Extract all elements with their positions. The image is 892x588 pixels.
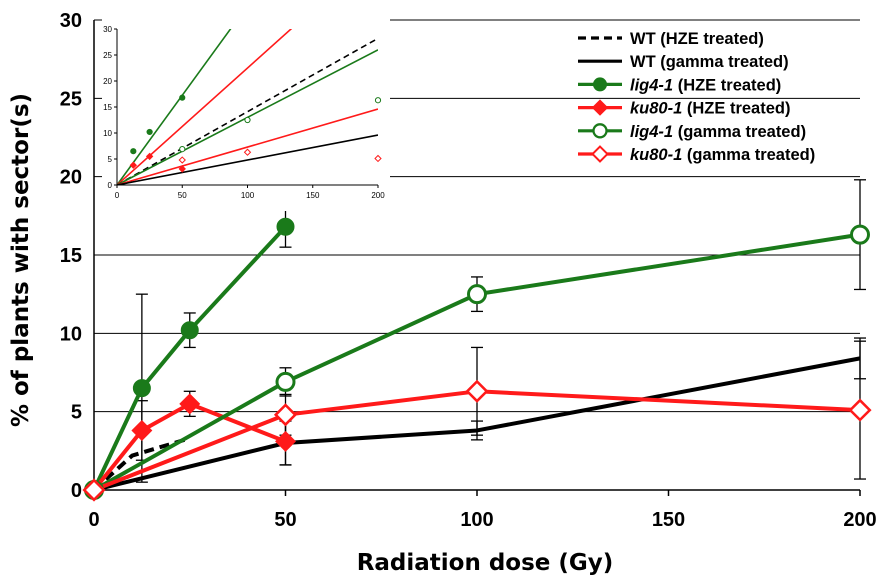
series-line-3 <box>92 401 287 492</box>
inset-y-tick-label: 5 <box>108 155 113 164</box>
series-markers <box>82 217 872 502</box>
legend-label-5: ku80-1 (gamma treated) <box>630 146 815 164</box>
y-tick-label: 20 <box>60 167 82 189</box>
inset-y-tick-label: 20 <box>103 77 112 86</box>
inset-point-3-0 <box>178 156 186 164</box>
legend-label-4: lig4-1 (gamma treated) <box>630 123 806 141</box>
error-bars <box>135 179 866 483</box>
legend-label-1: WT (gamma treated) <box>630 53 789 71</box>
inset-y-tick-label: 0 <box>108 181 113 190</box>
axes <box>93 20 861 496</box>
legend-label-2: lig4-1 (HZE treated) <box>630 76 781 94</box>
inset-chart: 0 5 10 15 20 25 30 0 50 100 150 200 <box>102 15 390 211</box>
inset-point-1-1 <box>145 152 154 161</box>
legend-marker-2 <box>593 77 607 92</box>
data-point-s5-0 <box>82 478 106 502</box>
legend-marker-5 <box>591 145 609 163</box>
data-point-s4-2 <box>467 284 487 305</box>
inset-point-1-0 <box>129 161 138 169</box>
series-lines <box>92 225 861 492</box>
data-point-s2-1 <box>132 379 151 398</box>
series-line-1 <box>93 356 861 492</box>
data-point-s3-3 <box>275 430 296 452</box>
inset-background <box>102 15 390 211</box>
data-point-s5-2 <box>465 379 489 403</box>
x-tick-label: 50 <box>274 509 296 531</box>
inset-fit-line-0 <box>117 29 232 185</box>
inset-x-tick-label: 0 <box>115 191 120 200</box>
inset-point-0-1 <box>146 128 153 136</box>
inset-point-3-1 <box>243 148 252 156</box>
y-tick-label: 0 <box>71 480 82 502</box>
inset-y-tick-label: 15 <box>103 103 112 112</box>
y-tick-label: 15 <box>60 245 82 267</box>
inset-x-tick-label: 100 <box>241 191 255 200</box>
x-tick-label: 0 <box>88 509 99 531</box>
inset-point-2-1 <box>244 116 251 124</box>
series-line-0 <box>92 436 191 492</box>
x-tick-labels: 0 50 100 150 200 <box>88 509 876 531</box>
inset-x-tick-label: 50 <box>178 191 187 200</box>
data-point-s4-1 <box>275 371 296 392</box>
y-axis-title: % of plants with sector(s) <box>8 93 34 427</box>
inset-point-1-2 <box>178 165 186 173</box>
legend-marker-3 <box>591 99 609 116</box>
data-point-s2-2 <box>180 321 199 340</box>
legend-label-3: ku80-1 (HZE treated) <box>630 100 790 118</box>
inset-point-2-2 <box>374 97 382 104</box>
inset-y-tick-label: 25 <box>103 51 112 60</box>
series-line-4 <box>93 232 861 492</box>
legend-label-0: WT (HZE treated) <box>630 30 764 48</box>
series-line-5 <box>93 389 861 492</box>
data-point-s3-2 <box>179 393 201 415</box>
inset-fit-line-4 <box>117 108 378 185</box>
inset-point-3-2 <box>374 154 382 163</box>
inset-point-2-0 <box>179 146 186 153</box>
x-axis-title: Radiation dose (Gy) <box>357 550 614 576</box>
y-tick-label: 10 <box>60 323 82 345</box>
y-tick-label: 25 <box>60 88 82 110</box>
inset-fit-line-5 <box>117 134 378 185</box>
inset-y-tick-label: 10 <box>103 129 112 138</box>
inset-x-tick-label: 200 <box>371 191 385 200</box>
y-tick-label: 30 <box>60 10 82 32</box>
data-point-s5-3 <box>848 398 872 422</box>
inset-point-0-2 <box>179 94 186 101</box>
legend: WT (HZE treated) WT (gamma treated) lig4-1… <box>578 30 815 164</box>
data-point-s2-3 <box>276 217 295 236</box>
x-tick-label: 200 <box>843 509 876 531</box>
inset-point-0-0 <box>130 148 137 155</box>
inset-x-tick-label: 150 <box>306 191 320 200</box>
x-tick-label: 100 <box>460 509 493 531</box>
data-point-s5-1 <box>273 403 298 427</box>
series-line-2 <box>92 225 287 491</box>
x-tick-label: 150 <box>652 509 685 531</box>
legend-marker-4 <box>592 123 608 139</box>
inset-fit-line-1 <box>117 29 293 185</box>
inset-y-tick-label: 30 <box>103 25 112 34</box>
y-tick-label: 5 <box>71 402 82 424</box>
y-tick-labels: 0 5 10 15 20 25 30 <box>60 10 82 502</box>
data-point-s4-3 <box>850 224 870 245</box>
data-point-s3-1 <box>131 419 153 441</box>
